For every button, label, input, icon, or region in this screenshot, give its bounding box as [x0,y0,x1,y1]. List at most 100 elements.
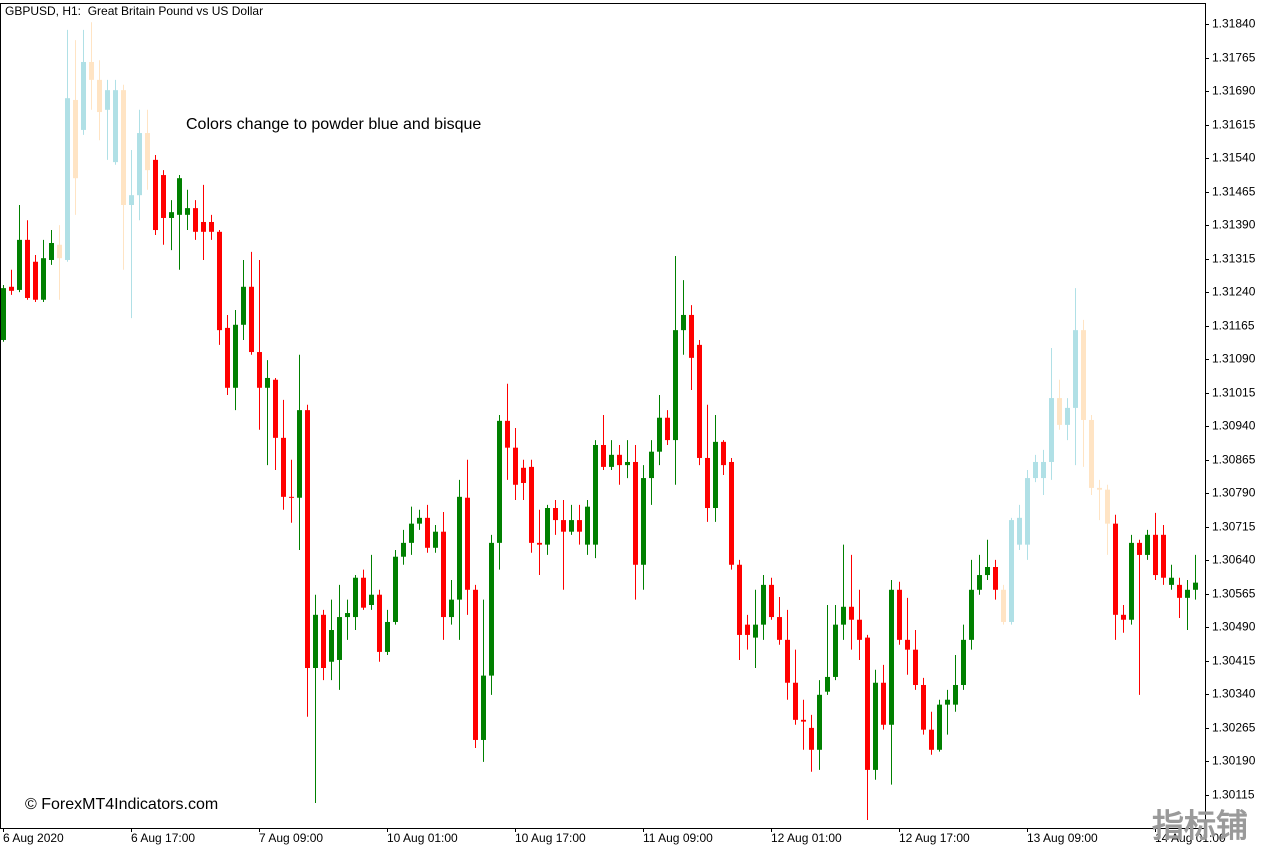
candle-body [969,589,974,640]
x-tick-label: 14 Aug 01:00 [1155,831,1226,845]
candle-body [745,624,750,635]
candle-body [657,417,662,452]
candle-body [905,639,910,650]
candle-body [849,606,854,620]
y-tick-label: 1.31315 [1212,252,1256,266]
candle-body [921,684,926,730]
candle-body [1193,582,1198,590]
y-tick-label: 1.31240 [1212,285,1256,299]
y-tick-label: 1.31615 [1212,118,1256,132]
y-tick-label: 1.31390 [1212,218,1256,232]
y-tick-label: 1.30640 [1212,553,1256,567]
candle-body [937,704,942,750]
candle-body [449,599,454,618]
candle-body [265,377,270,388]
candle-body [1113,523,1118,615]
candle-body [561,520,566,532]
candle-body [713,441,718,509]
candle-body [417,517,422,524]
candle-body [73,99,78,179]
candle-body [249,286,254,353]
watermark: 指标铺 [1152,807,1248,843]
candle-body [209,221,214,232]
candle-body [1017,517,1022,545]
candle-body [649,451,654,479]
candle-body [945,699,950,705]
candle-body [473,589,478,740]
candle-body [273,379,278,438]
candle-body [441,531,446,618]
candle-body [1129,542,1134,620]
candle-body [25,239,30,298]
x-tick-label: 6 Aug 17:00 [131,831,195,845]
candle-body [929,729,934,750]
candle-body [1169,577,1174,585]
candle-body [193,208,198,232]
y-tick-label: 1.30565 [1212,587,1256,601]
y-tick-label: 1.30715 [1212,520,1256,534]
candle-body [585,506,590,545]
candle-body [17,239,22,290]
candle-body [705,457,710,509]
candle-body [1097,487,1102,490]
candle-body [1033,461,1038,479]
candles [1,22,1198,820]
candle-body [89,61,94,80]
candle-body [305,410,310,669]
candle-body [689,314,694,358]
candle-body [1049,398,1054,462]
candle-body [961,639,966,685]
y-tick-label: 1.31090 [1212,352,1256,366]
x-tick-label: 11 Aug 09:00 [643,831,713,845]
candle-body [785,639,790,683]
candle-body [617,454,622,466]
y-tick-label: 1.30940 [1212,419,1256,433]
candle-body [393,556,398,622]
candle-body [889,589,894,725]
candle-body [1073,330,1078,408]
candle-body [81,61,86,130]
candle-body [825,676,830,692]
candle-body [49,242,54,260]
y-tick-label: 1.30865 [1212,453,1256,467]
candle-body [113,90,118,163]
candle-body [545,508,550,545]
candle-body [873,682,878,770]
candle-body [1009,520,1014,622]
candle-body [673,330,678,441]
candle-body [161,175,166,218]
x-tick-label: 10 Aug 17:00 [515,831,586,845]
candle-body [777,617,782,640]
candle-body [217,231,222,331]
y-tick-label: 1.31465 [1212,185,1256,199]
candle-body [433,531,438,548]
candle-body [993,567,998,590]
candle-body [1121,614,1126,620]
candle-body [97,79,102,113]
candle-body [753,624,758,638]
y-tick-label: 1.30790 [1212,486,1256,500]
candle-body [457,496,462,600]
candle-body [697,344,702,458]
candle-body [577,520,582,532]
y-tick-label: 1.30340 [1212,687,1256,701]
candle-body [737,564,742,635]
candle-body [721,441,726,466]
candle-body [1185,589,1190,598]
credit: © ForexMT4Indicators.com [25,796,218,813]
candle-body [9,286,14,291]
y-tick-label: 1.31540 [1212,151,1256,165]
candle-body [817,694,822,750]
candle-body [521,467,526,483]
candle-body [497,420,502,543]
y-tick-label: 1.31165 [1212,319,1255,333]
candle-body [169,212,174,218]
candle-body [137,133,142,196]
candle-body [913,649,918,685]
candle-body [281,437,286,497]
y-tick-label: 1.30265 [1212,721,1256,735]
candle-body [633,461,638,565]
candle-body [793,682,798,720]
y-tick-label: 1.31840 [1212,17,1256,31]
candle-body [953,684,958,705]
